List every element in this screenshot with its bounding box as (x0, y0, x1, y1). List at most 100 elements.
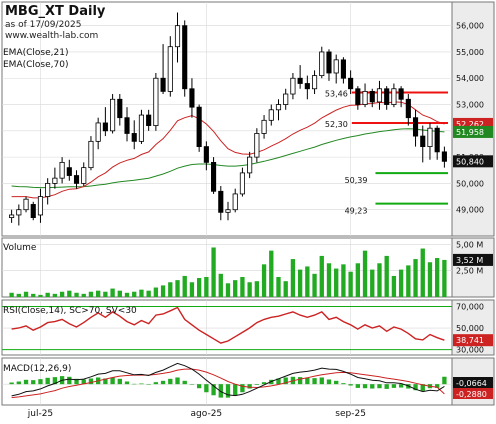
macd-histogram-bar (168, 378, 173, 385)
macd-histogram-bar (247, 384, 252, 389)
price-y-tick-label: 56,000 (456, 22, 484, 31)
macd-histogram-bar (16, 381, 21, 385)
macd-histogram-bar (117, 378, 122, 385)
x-tick-label: sep-25 (335, 409, 366, 419)
macd-histogram-bar (334, 380, 339, 385)
candle-body (290, 77, 296, 95)
volume-bar (168, 282, 173, 297)
volume-bar (442, 259, 447, 297)
macd-histogram-bar (384, 384, 389, 389)
volume-bar (391, 275, 397, 297)
rsi-last-tag (453, 334, 493, 347)
macd-histogram-bar (153, 382, 159, 385)
last-value-tag (453, 125, 493, 138)
candle-body (311, 75, 318, 90)
volume-bar (398, 269, 404, 297)
chart-date: as of 17/09/2025 (5, 20, 81, 30)
candle-body (110, 98, 116, 132)
macd-histogram-bar (139, 383, 144, 385)
volume-bar (88, 291, 94, 297)
rsi-last-label: 38,741 (456, 336, 484, 345)
volume-bar (38, 294, 43, 297)
last-value-label: 52,262 (456, 120, 484, 129)
macd-histogram-bar (218, 384, 223, 398)
macd-histogram-bar (355, 384, 360, 388)
rsi-y-tick-label: 30,000 (456, 346, 484, 355)
candle-body (23, 198, 29, 211)
volume-bar (427, 262, 433, 297)
volume-bar (225, 283, 231, 297)
last-value-label: 50,840 (456, 157, 484, 166)
macd-histogram-bar (341, 383, 346, 385)
candle-body (232, 193, 238, 211)
macd-last-label: -0,2880 (456, 390, 487, 399)
candle-body (297, 77, 303, 84)
macd-histogram-bar (110, 377, 115, 385)
support-label: 50,39 (345, 176, 368, 185)
macd-histogram-bar (435, 384, 440, 388)
candle-body (398, 88, 404, 100)
candle-body (218, 190, 224, 213)
volume-bar (153, 287, 159, 297)
volume-bar (146, 290, 151, 297)
candle-body (441, 151, 447, 162)
macd-histogram-bar (420, 384, 425, 391)
candle-body (420, 135, 426, 148)
macd-histogram-bar (67, 376, 72, 385)
candle-body (73, 175, 80, 184)
candle-body (16, 209, 22, 216)
candle-body (160, 77, 166, 92)
macd-histogram-bar (398, 384, 404, 388)
volume-y-tick-label: 5,00 M (456, 240, 483, 249)
macd-histogram-bar (211, 384, 216, 396)
price-y-tick-label: 53,000 (456, 101, 484, 110)
candle-body (427, 127, 433, 148)
volume-bar (74, 292, 79, 297)
candle-body (261, 119, 267, 134)
volume-bar (211, 247, 216, 297)
macd-signal-line (11, 368, 445, 399)
vol-axis-area (451, 237, 495, 298)
volume-bar (420, 248, 425, 297)
chart-site: www.wealth-lab.com (5, 31, 98, 41)
volume-bar (204, 276, 209, 297)
candle-body (376, 88, 383, 103)
candle-body (326, 51, 332, 74)
volume-bar (319, 255, 324, 297)
volume-bar (341, 264, 346, 297)
volume-bar (218, 273, 223, 297)
label-layer: MBG_XT Daily as of 17/09/2025 www.wealth… (3, 4, 137, 374)
volume-y-tick-label: 2,50 M (456, 267, 483, 276)
macd-histogram-bar (305, 377, 310, 385)
candle-body (268, 109, 274, 121)
macd-histogram-bar (261, 382, 267, 385)
x-tick-label: ago-25 (191, 409, 223, 419)
candle-body (30, 204, 36, 218)
macd-histogram-bar (196, 384, 202, 389)
macd-histogram-bar (38, 379, 43, 385)
macd-histogram-bar (23, 379, 29, 385)
candle-body (348, 77, 354, 90)
volume-bar (355, 263, 360, 297)
volume-bar (103, 291, 108, 297)
candle-body (203, 146, 209, 163)
candle-body (52, 177, 58, 184)
rsi-line (11, 306, 445, 344)
volume-bar (269, 250, 274, 297)
volume-bar (312, 273, 317, 297)
support-label: 49,23 (345, 207, 368, 216)
macd-histogram-bar (413, 384, 418, 391)
rsi-y-tick-label: 70,000 (456, 302, 484, 311)
macd-histogram-bar (254, 384, 260, 385)
candle-body (146, 114, 152, 126)
chart-title: MBG_XT Daily (5, 4, 106, 19)
candle-body (153, 77, 159, 126)
macd-histogram-bar (326, 379, 332, 385)
volume-bar (31, 293, 36, 297)
volume-bar (290, 259, 296, 297)
candle-body (189, 88, 195, 108)
macd-histogram-bar (132, 383, 137, 385)
candle-body (174, 25, 181, 48)
